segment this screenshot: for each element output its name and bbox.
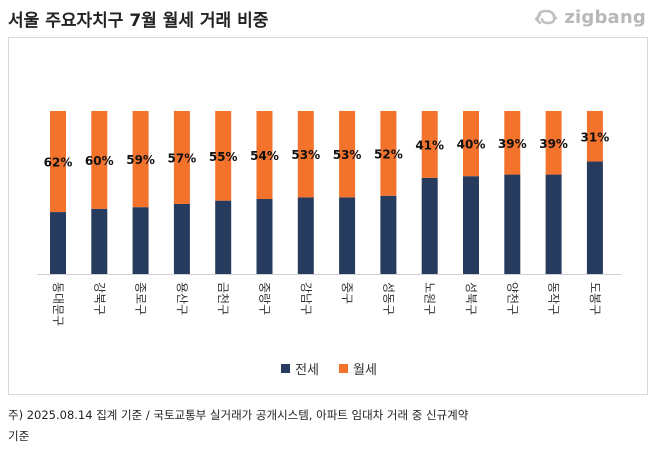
- data-label-4: 55%: [209, 150, 238, 164]
- bar-wolse-0: [50, 111, 66, 213]
- category-label-7: 중구: [340, 282, 354, 304]
- bar-wolse-9: [421, 111, 438, 178]
- data-label-2: 59%: [126, 153, 155, 167]
- category-label-9: 노원구: [423, 282, 437, 315]
- zigbang-logo-icon: [535, 9, 558, 25]
- category-label-4: 금천구: [216, 282, 231, 315]
- data-label-10: 40%: [457, 138, 486, 152]
- category-label-1: 강북구: [92, 282, 106, 315]
- footnote-line-2: 기준: [8, 429, 30, 443]
- category-label-11: 양천구: [505, 282, 520, 315]
- bar-wolse-8: [380, 111, 397, 196]
- zigbang-logo: zigbang: [534, 6, 646, 28]
- bar-wolse-3: [173, 111, 190, 204]
- data-label-7: 53%: [333, 148, 362, 162]
- legend-item-wolse: 월세: [339, 359, 377, 378]
- bar-jeonse-9: [421, 177, 438, 274]
- chart-title: 서울 주요자치구 7월 월세 거래 비중: [8, 11, 269, 31]
- bar-wolse-7: [339, 111, 356, 198]
- chart-legend: 전세 월세: [9, 359, 649, 378]
- category-label-10: 성북구: [464, 282, 478, 315]
- category-label-5: 중랑구: [258, 282, 272, 315]
- category-label-0: 동대문구: [51, 282, 65, 326]
- data-label-1: 60%: [85, 154, 114, 168]
- data-label-8: 52%: [374, 147, 403, 161]
- bar-wolse-2: [132, 111, 149, 208]
- bar-jeonse-7: [339, 197, 356, 274]
- bar-jeonse-8: [380, 195, 397, 274]
- bar-wolse-13: [586, 111, 603, 162]
- category-label-2: 종로구: [134, 282, 148, 315]
- bar-jeonse-12: [545, 174, 562, 274]
- legend-label-wolse: 월세: [353, 363, 377, 378]
- bar-jeonse-1: [91, 208, 108, 274]
- bar-wolse-5: [256, 111, 273, 200]
- footnote: 주) 2025.08.14 집계 기준 / 국토교통부 실거래가 공개시스템, …: [8, 405, 648, 447]
- legend-swatch-jeonse: [281, 364, 291, 373]
- legend-label-jeonse: 전세: [295, 363, 319, 378]
- bar-jeonse-6: [297, 197, 314, 274]
- bar-wolse-4: [215, 111, 232, 201]
- data-label-3: 57%: [168, 151, 197, 165]
- footnote-line-1: 주) 2025.08.14 집계 기준 / 국토교통부 실거래가 공개시스템, …: [8, 408, 469, 422]
- category-label-13: 도봉구: [588, 282, 602, 315]
- bar-wolse-11: [504, 111, 521, 175]
- bar-jeonse-0: [50, 212, 66, 274]
- stacked-bar-chart: 62% 동대문구 60% 강북구 59% 종로구 57% 용산구 55% 금천구 54% 중랑구 53%…: [37, 111, 621, 326]
- bar-wolse-12: [545, 111, 562, 175]
- data-label-0: 62%: [44, 156, 73, 170]
- bar-jeonse-3: [173, 203, 190, 274]
- data-label-13: 31%: [581, 130, 610, 144]
- bar-jeonse-11: [504, 174, 521, 274]
- bar-wolse-6: [297, 111, 314, 198]
- bar-wolse-1: [91, 111, 108, 209]
- bar-jeonse-2: [132, 207, 149, 274]
- bar-wolse-10: [463, 111, 479, 177]
- bar-jeonse-13: [586, 161, 603, 274]
- bar-jeonse-5: [256, 199, 273, 274]
- data-label-9: 41%: [415, 138, 444, 152]
- data-label-6: 53%: [291, 148, 320, 162]
- category-label-6: 강남구: [299, 282, 313, 315]
- data-label-5: 54%: [250, 149, 279, 163]
- category-label-12: 동작구: [547, 282, 561, 315]
- legend-item-jeonse: 전세: [281, 359, 319, 378]
- category-label-8: 성동구: [381, 282, 395, 315]
- category-label-3: 용산구: [175, 282, 189, 315]
- data-label-12: 39%: [539, 137, 568, 151]
- bar-jeonse-4: [215, 200, 232, 274]
- logo-text: zigbang: [564, 6, 646, 28]
- bar-jeonse-10: [463, 176, 479, 274]
- legend-swatch-wolse: [339, 364, 348, 373]
- data-label-11: 39%: [498, 137, 527, 151]
- chart-frame: 62% 동대문구 60% 강북구 59% 종로구 57% 용산구 55% 금천구 54% 중랑구 53%…: [8, 37, 648, 395]
